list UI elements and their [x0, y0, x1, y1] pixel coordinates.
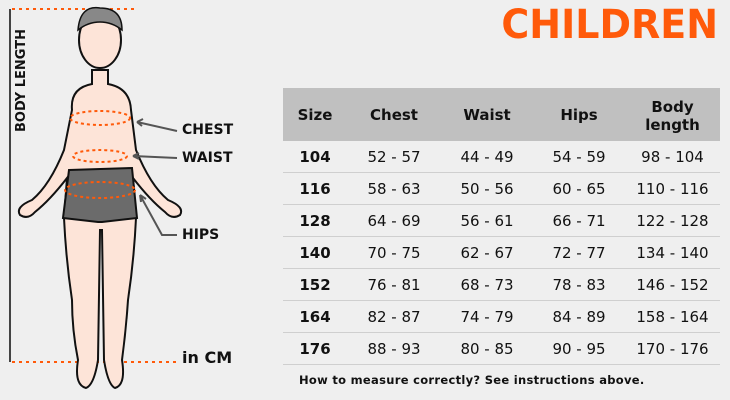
- cell-hips: 66 - 71: [533, 204, 625, 237]
- waist-measure-ring: [72, 149, 128, 163]
- table-row: 164 82 - 87 74 - 79 84 - 89 158 - 164: [283, 300, 720, 333]
- header-chest: Chest: [347, 88, 441, 141]
- cell-size: 104: [283, 141, 347, 173]
- cell-chest: 82 - 87: [347, 300, 441, 333]
- table-row: 104 52 - 57 44 - 49 54 - 59 98 - 104: [283, 141, 720, 173]
- cell-chest: 52 - 57: [347, 141, 441, 173]
- header-waist: Waist: [441, 88, 533, 141]
- cell-size: 152: [283, 268, 347, 301]
- cell-waist: 62 - 67: [441, 236, 533, 269]
- cell-waist: 80 - 85: [441, 332, 533, 365]
- cell-waist: 50 - 56: [441, 172, 533, 205]
- cell-chest: 58 - 63: [347, 172, 441, 205]
- cell-body-length: 158 - 164: [625, 300, 720, 333]
- body-length-label: BODY LENGTH: [14, 29, 29, 132]
- hips-measure-ring: [64, 181, 136, 199]
- shorts: [61, 166, 139, 223]
- table-header-row: Size Chest Waist Hips Body length: [283, 88, 720, 141]
- cell-waist: 56 - 61: [441, 204, 533, 237]
- chest-label: CHEST: [182, 122, 234, 138]
- footer-note: How to measure correctly? See instructio…: [299, 373, 645, 387]
- header-hips: Hips: [533, 88, 625, 141]
- cell-body-length: 98 - 104: [625, 141, 720, 173]
- cell-body-length: 122 - 128: [625, 204, 720, 237]
- cell-waist: 74 - 79: [441, 300, 533, 333]
- cell-body-length: 170 - 176: [625, 332, 720, 365]
- cell-hips: 60 - 65: [533, 172, 625, 205]
- table-row: 140 70 - 75 62 - 67 72 - 77 134 - 140: [283, 236, 720, 269]
- cell-hips: 84 - 89: [533, 300, 625, 333]
- cell-size: 128: [283, 204, 347, 237]
- hips-label: HIPS: [182, 227, 220, 243]
- cell-hips: 78 - 83: [533, 268, 625, 301]
- page-title: CHILDREN: [501, 2, 718, 48]
- header-body-length: Body length: [625, 88, 720, 141]
- table-row: 152 76 - 81 68 - 73 78 - 83 146 - 152: [283, 268, 720, 301]
- cell-hips: 54 - 59: [533, 141, 625, 173]
- cell-size: 116: [283, 172, 347, 205]
- cell-chest: 88 - 93: [347, 332, 441, 365]
- cell-body-length: 146 - 152: [625, 268, 720, 301]
- child-body: [17, 11, 183, 390]
- chest-measure-ring: [69, 110, 131, 126]
- size-table: Size Chest Waist Hips Body length 104 52 -…: [283, 88, 720, 365]
- cell-body-length: 110 - 116: [625, 172, 720, 205]
- cell-size: 164: [283, 300, 347, 333]
- body-figure-illustration: [9, 6, 183, 390]
- pointer-arrows: [132, 118, 178, 236]
- table-row: 128 64 - 69 56 - 61 66 - 71 122 - 128: [283, 204, 720, 237]
- cell-chest: 70 - 75: [347, 236, 441, 269]
- table-row: 116 58 - 63 50 - 56 60 - 65 110 - 116: [283, 172, 720, 205]
- cell-chest: 64 - 69: [347, 204, 441, 237]
- waist-label: WAIST: [182, 150, 233, 166]
- unit-label: in CM: [182, 348, 233, 367]
- cell-size: 140: [283, 236, 347, 269]
- cell-waist: 44 - 49: [441, 141, 533, 173]
- cell-body-length: 134 - 140: [625, 236, 720, 269]
- cell-hips: 72 - 77: [533, 236, 625, 269]
- hair: [77, 6, 123, 32]
- cell-hips: 90 - 95: [533, 332, 625, 365]
- cell-waist: 68 - 73: [441, 268, 533, 301]
- table-row: 176 88 - 93 80 - 85 90 - 95 170 - 176: [283, 332, 720, 365]
- header-size: Size: [283, 88, 347, 141]
- cell-chest: 76 - 81: [347, 268, 441, 301]
- cell-size: 176: [283, 332, 347, 365]
